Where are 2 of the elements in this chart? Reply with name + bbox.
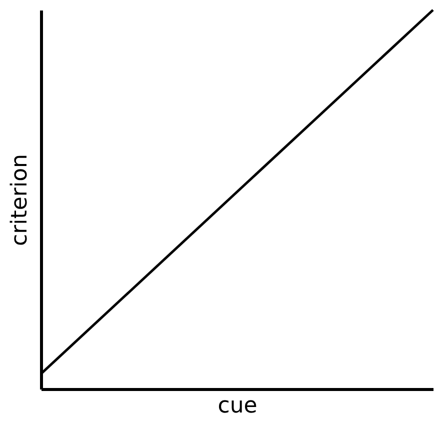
x-axis-title: cue [218,394,258,418]
y-axis-title: criterion [8,154,32,246]
